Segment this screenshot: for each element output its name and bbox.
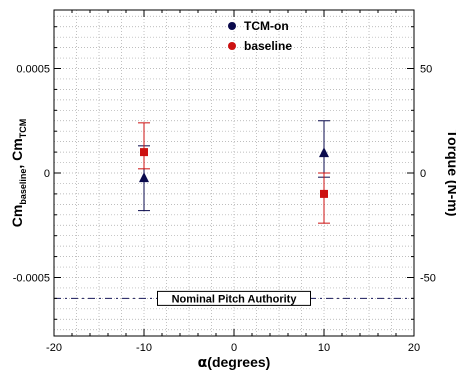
y-tick-label: 0.0005 [16, 64, 50, 76]
plot-frame [53, 9, 415, 337]
right-y-tick-label: 0 [420, 168, 426, 180]
x-axis-title: α(degrees) [198, 354, 271, 371]
legend: TCM-on baseline [228, 19, 292, 53]
y-axis-title-right: Torque (N-m) [445, 130, 456, 217]
y-tick-label: 0 [44, 168, 50, 180]
reference-label: Nominal Pitch Authority [172, 293, 298, 305]
reference-label-box [157, 290, 311, 306]
legend-label-baseline: baseline [244, 39, 292, 53]
x-tick-label: 20 [408, 342, 420, 354]
y-tick-label: -0.0005 [13, 272, 50, 284]
x-tick-label: 10 [318, 342, 330, 354]
right-y-tick-label: -50 [420, 272, 436, 284]
x-tick-label: -20 [46, 342, 62, 354]
grid [54, 10, 414, 336]
marker-TCM-on [139, 172, 149, 183]
y-axis-title-part: , Cm [9, 138, 25, 168]
x-axis-title-symbol: α [198, 355, 208, 371]
y-axis-title-subscript: TCM [18, 119, 28, 139]
right-y-tick-label: 50 [420, 64, 432, 76]
x-tick-label: 0 [231, 342, 237, 354]
y-axis-title-subscript: baseline [18, 169, 28, 205]
legend-label-TCM-on: TCM-on [244, 19, 289, 33]
y-axis-title-part: Cm [9, 205, 25, 228]
marker-TCM-on [319, 147, 329, 158]
legend-marker-baseline [228, 42, 236, 50]
x-tick-label: -10 [136, 342, 152, 354]
y-axis-title-left: Cmbaseline, CmTCM [9, 119, 28, 227]
series-group [138, 120, 330, 224]
x-axis-title-text: (degrees) [207, 354, 270, 370]
marker-baseline [320, 189, 328, 198]
legend-marker-TCM-on [228, 22, 236, 30]
marker-baseline [140, 148, 148, 157]
